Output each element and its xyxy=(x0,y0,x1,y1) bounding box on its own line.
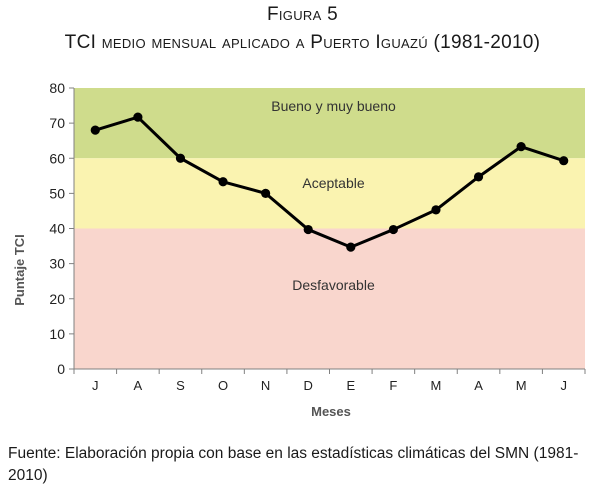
y-tick-label: 60 xyxy=(49,150,65,166)
x-tick-label: E xyxy=(346,378,355,393)
data-point xyxy=(559,156,569,166)
band-2 xyxy=(74,228,585,369)
band-label-0: Bueno y muy bueno xyxy=(271,98,396,114)
y-ticks-layer: 0 10 20 30 40 50 60 70 80 xyxy=(49,80,74,377)
band-0 xyxy=(74,88,585,159)
data-point xyxy=(261,188,271,198)
y-tick-label: 70 xyxy=(49,115,65,131)
x-tick-label: J xyxy=(92,378,99,393)
data-point xyxy=(431,205,441,215)
data-point xyxy=(218,177,228,187)
x-tick-label: J xyxy=(560,378,567,393)
x-tick-label: S xyxy=(176,378,185,393)
data-point xyxy=(516,142,526,152)
y-tick-label: 30 xyxy=(49,256,65,272)
data-point xyxy=(175,153,186,163)
data-point xyxy=(303,224,313,235)
band-labels-layer: Bueno y muy bueno Aceptable Desfavorable xyxy=(271,98,396,293)
x-tick-label: O xyxy=(218,378,228,393)
x-tick-label: M xyxy=(431,378,442,393)
data-point xyxy=(473,172,484,182)
x-tick-label: M xyxy=(516,378,527,393)
series-layer xyxy=(90,112,569,252)
x-tick-label: A xyxy=(474,378,483,393)
data-point xyxy=(388,224,398,235)
x-tick-label: F xyxy=(389,378,397,393)
y-tick-label: 0 xyxy=(57,361,65,377)
data-point xyxy=(133,112,143,122)
x-axis-label: Meses xyxy=(311,404,351,419)
data-point xyxy=(346,242,356,252)
band-label-2: Desfavorable xyxy=(292,277,375,293)
y-tick-label: 40 xyxy=(49,221,65,237)
band-1 xyxy=(74,158,585,229)
x-tick-label: N xyxy=(261,378,270,393)
bands-layer xyxy=(74,88,585,369)
y-tick-label: 80 xyxy=(49,80,65,96)
figure-title: TCI medio mensual aplicado a Puerto Igua… xyxy=(64,32,541,53)
y-tick-label: 20 xyxy=(49,291,65,307)
series-line-0 xyxy=(94,115,565,249)
band-label-1: Aceptable xyxy=(302,175,364,191)
x-tick-label: D xyxy=(304,378,313,393)
y-tick-label: 10 xyxy=(49,326,65,342)
tci-line-chart: Bueno y muy bueno Aceptable Desfavorable 0… xyxy=(12,80,586,419)
data-point xyxy=(90,125,100,135)
y-axis-label: Puntaje TCI xyxy=(12,234,27,306)
figure-source: Fuente: Elaboración propia con base en l… xyxy=(8,445,579,484)
x-tick-label: A xyxy=(134,378,143,393)
figure-label: Figura 5 xyxy=(266,4,339,25)
y-tick-label: 50 xyxy=(49,185,65,201)
